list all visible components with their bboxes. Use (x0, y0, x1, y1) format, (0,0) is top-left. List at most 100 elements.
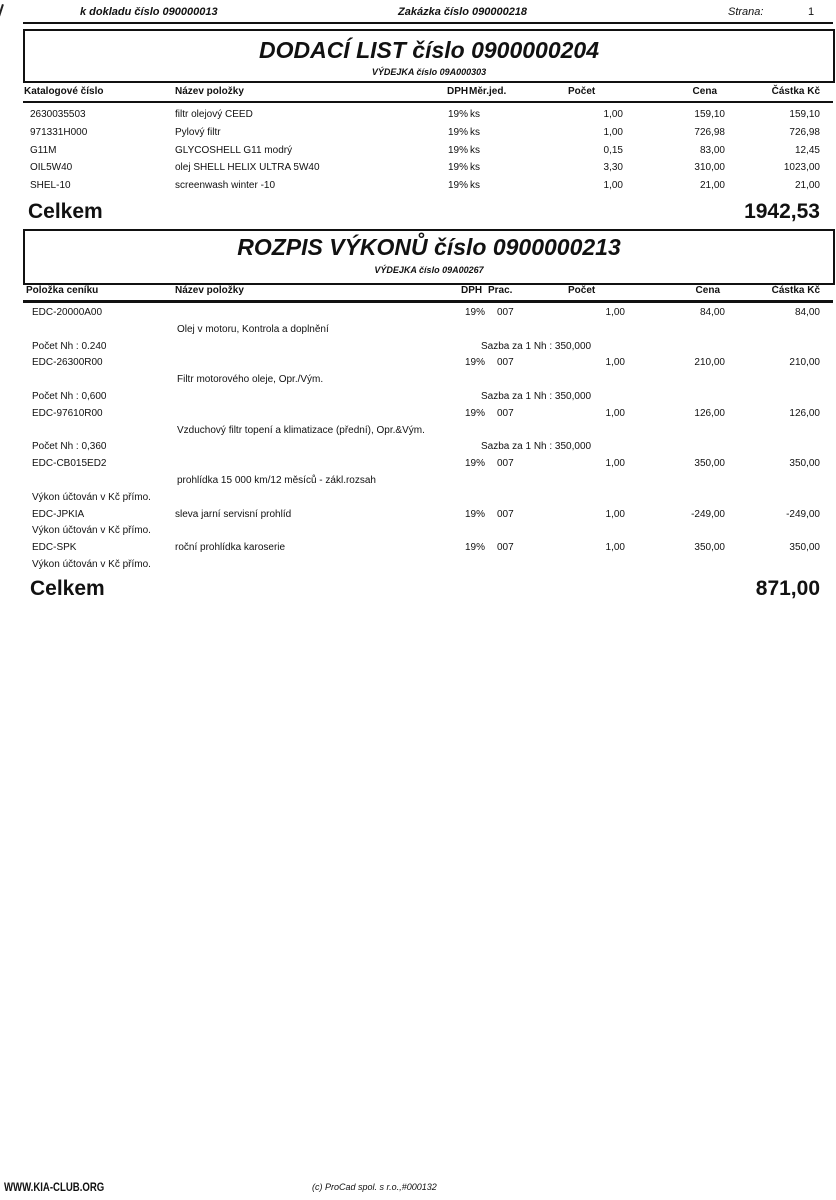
column-header: Měr.jed. (469, 86, 507, 97)
cell-qty: 1,00 (605, 307, 625, 318)
cell-dph: 19% (448, 162, 469, 174)
column-header: Název položky (175, 86, 244, 97)
cell-price: 210,00 (694, 357, 725, 369)
cell-qty: 1,00 (605, 357, 625, 369)
pocet-nh: Počet Nh : 0,600 (32, 391, 107, 402)
cell-amount: 12,45 (794, 144, 820, 156)
sazba: Sazba za 1 Nh : 350,000 (481, 441, 592, 453)
cell-amount: 21,00 (794, 180, 820, 192)
dodaci-list-subtitle: VÝDEJKA číslo 09A000303 (371, 67, 487, 77)
cell-code: OIL5W40 (30, 162, 73, 174)
cell-dph: 19% (465, 508, 486, 520)
cell-prac: 007 (497, 357, 514, 369)
cell-code: EDC-97610R00 (32, 407, 103, 419)
cell-code: EDC-CB015ED2 (32, 458, 107, 470)
cell-name: Pylový filtr (175, 126, 221, 138)
pocet-nh: Počet Nh : 0.240 (32, 340, 107, 352)
zakazka-number: Zakázka číslo 090000218 (398, 6, 528, 18)
header-divider (23, 101, 833, 103)
cell-amount: 350,00 (789, 542, 820, 554)
cell-qty: 1,00 (603, 126, 623, 138)
rozpis-title: ROZPIS VÝKONŮ číslo 0900000213 (237, 234, 621, 260)
cell-qty: 3,30 (603, 162, 623, 174)
strana-label: Strana: (728, 6, 764, 18)
cell-price: 21,00 (699, 180, 725, 192)
cell-qty: 1,00 (605, 458, 625, 470)
watermark: WWW.KIA-CLUB.ORG (4, 1180, 105, 1194)
cell-price: 310,00 (694, 162, 725, 174)
cell-amount: 210,00 (789, 357, 820, 369)
cell-unit: ks (470, 144, 480, 156)
header-divider (23, 300, 833, 303)
total-value: 1942,53 (744, 200, 820, 223)
column-header: Cena (692, 86, 717, 97)
cell-amount: 84,00 (794, 307, 820, 318)
cell-prac: 007 (497, 508, 514, 520)
sazba: Sazba za 1 Nh : 350,000 (481, 391, 592, 402)
note: Výkon účtován v Kč přímo. (32, 491, 151, 503)
cell-code: SHEL-10 (30, 180, 71, 192)
column-header: Počet (568, 285, 596, 296)
cell-unit: ks (470, 126, 480, 138)
scan-mark (0, 4, 4, 148)
rozpis-subtitle: VÝDEJKA číslo 09A00267 (374, 265, 484, 275)
column-header: Počet (568, 86, 596, 97)
cell-prac: 007 (497, 458, 514, 470)
cell-dph: 19% (465, 357, 486, 369)
cell-code: EDC-26300R00 (32, 357, 103, 369)
cell-code: 971331H000 (30, 126, 88, 138)
cell-name: roční prohlídka karoserie (175, 542, 286, 554)
column-header: Katalogové číslo (24, 86, 104, 97)
column-header: DPH (461, 285, 483, 296)
cell-code: EDC-SPK (32, 542, 77, 554)
cell-prac: 007 (497, 542, 514, 554)
cell-unit: ks (470, 162, 480, 174)
item-description: Olej v motoru, Kontrola a doplnění (177, 323, 329, 335)
note: Výkon účtován v Kč přímo. (32, 525, 151, 537)
total-label: Celkem (30, 577, 105, 600)
cell-qty: 0,15 (603, 144, 623, 156)
note: Výkon účtován v Kč přímo. (32, 559, 151, 570)
cell-price: 126,00 (694, 407, 725, 419)
cell-price: 83,00 (699, 144, 725, 156)
cell-unit: ks (470, 109, 480, 120)
cell-code: EDC-JPKIA (32, 508, 85, 520)
cell-dph: 19% (465, 407, 486, 419)
cell-amount: 726,98 (789, 126, 820, 138)
item-description: Vzduchový filtr topení a klimatizace (př… (177, 424, 425, 436)
pocet-nh: Počet Nh : 0,360 (32, 441, 107, 453)
cell-qty: 1,00 (603, 109, 623, 120)
item-description: Filtr motorového oleje, Opr./Vým. (177, 374, 324, 386)
cell-amount: 1023,00 (783, 162, 820, 174)
total-label: Celkem (28, 200, 103, 223)
column-header: Částka Kč (771, 285, 820, 296)
cell-price: -249,00 (691, 508, 725, 520)
column-header: Položka ceníku (26, 285, 99, 296)
cell-price: 350,00 (694, 542, 725, 554)
column-header: Prac. (488, 285, 513, 296)
cell-dph: 19% (448, 180, 469, 192)
cell-price: 350,00 (694, 458, 725, 470)
cell-name: GLYCOSHELL G11 modrý (175, 144, 293, 156)
cell-prac: 007 (497, 307, 514, 318)
copyright: (c) ProCad spol. s r.o.,#000132 (312, 1182, 437, 1192)
cell-amount: 159,10 (789, 109, 820, 120)
cell-dph: 19% (465, 307, 486, 318)
cell-code: G11M (30, 144, 57, 156)
doklad-number: k dokladu číslo 090000013 (80, 6, 218, 18)
cell-prac: 007 (497, 407, 514, 419)
dodaci-list-header: DODACÍ LIST číslo 0900000204 VÝDEJKA čís… (23, 29, 835, 83)
rozpis-header: ROZPIS VÝKONŮ číslo 0900000213 VÝDEJKA č… (23, 229, 835, 285)
cell-unit: ks (470, 180, 480, 192)
cell-name: screenwash winter -10 (175, 180, 276, 192)
dodaci-list-title: DODACÍ LIST číslo 0900000204 (258, 37, 600, 63)
divider (23, 22, 833, 24)
cell-amount: -249,00 (786, 508, 820, 520)
cell-price: 84,00 (699, 307, 725, 318)
item-description: prohlídka 15 000 km/12 měsíců - zákl.roz… (177, 475, 376, 486)
cell-qty: 1,00 (605, 508, 625, 520)
cell-dph: 19% (448, 144, 469, 156)
cell-amount: 350,00 (789, 458, 820, 470)
column-header: Název položky (175, 285, 244, 296)
cell-price: 159,10 (694, 109, 725, 120)
